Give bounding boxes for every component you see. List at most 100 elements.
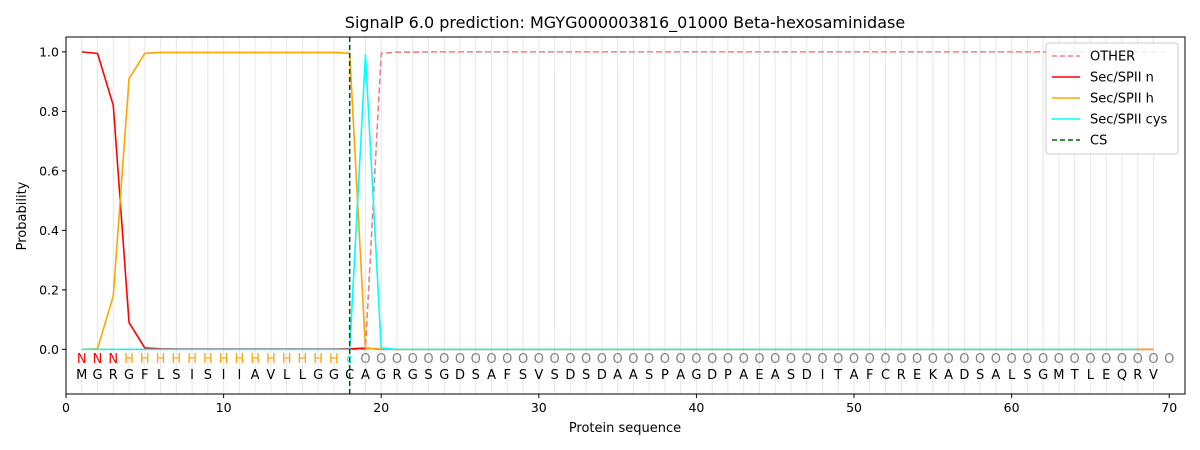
annotation-letter: O: [1054, 352, 1064, 367]
x-tick-label: 40: [688, 400, 704, 415]
annotation-letter: O: [613, 352, 623, 367]
annotation-letter: O: [1070, 352, 1080, 367]
annotation-letter: O: [423, 352, 433, 367]
series-line-other: [81, 51, 1170, 351]
annotation-letter: O: [817, 352, 827, 367]
x-axis-label: Protein sequence: [569, 421, 681, 436]
y-tick-label: 0.8: [39, 104, 59, 119]
annotation-letter: O: [1085, 352, 1095, 367]
annotation-letter: O: [471, 352, 481, 367]
annotation-letter: O: [833, 352, 843, 367]
x-tick-label: 30: [531, 400, 547, 415]
sequence-letter: R: [1133, 368, 1142, 383]
sequence-letter: G: [329, 368, 339, 383]
sequence-letter: S: [1023, 368, 1031, 383]
sequence-letter: A: [251, 368, 260, 383]
annotation-letter: O: [644, 352, 654, 367]
sequence-letter: D: [597, 368, 607, 383]
annotation-letter: H: [203, 352, 213, 367]
sequence-letter: C: [345, 368, 354, 383]
sequence-letter: G: [376, 368, 386, 383]
legend-box: [1045, 42, 1179, 155]
sequence-letter: R: [897, 368, 906, 383]
annotation-letter: O: [581, 352, 591, 367]
annotation-letter: O: [1117, 352, 1127, 367]
annotation-letter: O: [943, 352, 953, 367]
annotation-letter: O: [502, 352, 512, 367]
annotation-letter: O: [439, 352, 449, 367]
sequence-letter: A: [991, 368, 1000, 383]
sequence-letter: S: [424, 368, 432, 383]
annotation-letter: O: [1148, 352, 1158, 367]
annotation-letter: H: [266, 352, 276, 367]
sequence-letter: S: [582, 368, 590, 383]
annotation-letter: H: [313, 352, 323, 367]
annotation-letter: H: [171, 352, 181, 367]
annotation-letter: O: [802, 352, 812, 367]
sequence-letter: S: [645, 368, 653, 383]
annotation-letter: O: [1038, 352, 1048, 367]
sequence-letter: S: [976, 368, 984, 383]
y-tick-label: 0.4: [39, 223, 59, 238]
sequence-letter: D: [455, 368, 465, 383]
y-axis-label: Probability: [15, 181, 30, 250]
annotation-letter: O: [770, 352, 780, 367]
annotation-letter: O: [991, 352, 1001, 367]
sequence-letter: P: [724, 368, 732, 383]
annotation-letter: O: [628, 352, 638, 367]
annotation-letter: O: [408, 352, 418, 367]
annotation-letter: O: [691, 352, 701, 367]
y-tick-label: 0.0: [39, 342, 59, 357]
sequence-letter: G: [691, 368, 701, 383]
annotation-letter: O: [912, 352, 922, 367]
annotation-letter: O: [660, 352, 670, 367]
sequence-letter: S: [204, 368, 212, 383]
x-tick-label: 20: [373, 400, 389, 415]
x-tick-label: 50: [846, 400, 862, 415]
annotation-letter: O: [597, 352, 607, 367]
annotation-letter: O: [1022, 352, 1032, 367]
series-line-sec-spii-cys: [81, 54, 1138, 351]
sequence-letter: A: [944, 368, 953, 383]
sequence-letter: P: [661, 368, 669, 383]
annotation-letter: O: [959, 352, 969, 367]
sequence-letter: C: [881, 368, 890, 383]
sequence-letter: S: [472, 368, 480, 383]
annotation-letter: O: [928, 352, 938, 367]
annotation-letter: H: [156, 352, 166, 367]
annotation-letter: N: [108, 352, 118, 367]
annotation-letter: O: [534, 352, 544, 367]
annotation-letter: H: [282, 352, 292, 367]
sequence-letter: G: [313, 368, 323, 383]
sequence-letter: I: [222, 368, 226, 383]
sequence-letter: D: [707, 368, 717, 383]
annotation-letter: H: [124, 352, 134, 367]
annotation-letter: O: [1007, 352, 1017, 367]
sequence-letter: G: [92, 368, 102, 383]
annotation-letter: O: [376, 352, 386, 367]
legend-label: CS: [1090, 134, 1107, 149]
annotation-letter: O: [786, 352, 796, 367]
x-tick-label: 60: [1004, 400, 1020, 415]
sequence-letter: V: [534, 368, 543, 383]
sequence-letter: E: [913, 368, 921, 383]
sequence-letter: E: [755, 368, 763, 383]
chart-title: SignalP 6.0 prediction: MGYG000003816_01…: [345, 13, 905, 33]
annotation-letter: N: [93, 352, 103, 367]
plot-frame: [65, 36, 1186, 395]
sequence-letter: V: [1149, 368, 1158, 383]
annotation-letter: O: [739, 352, 749, 367]
sequence-letter: F: [866, 368, 873, 383]
annotation-letter: H: [298, 352, 308, 367]
sequence-letter: S: [787, 368, 795, 383]
sequence-letter: T: [1070, 368, 1079, 383]
sequence-letter: A: [771, 368, 780, 383]
annotation-letter: O: [1133, 352, 1143, 367]
annotation-letter: O: [975, 352, 985, 367]
sequence-letter: L: [157, 368, 165, 383]
sequence-letter: D: [959, 368, 969, 383]
annotation-letter: H: [250, 352, 260, 367]
y-tick-label: 0.6: [39, 163, 59, 178]
